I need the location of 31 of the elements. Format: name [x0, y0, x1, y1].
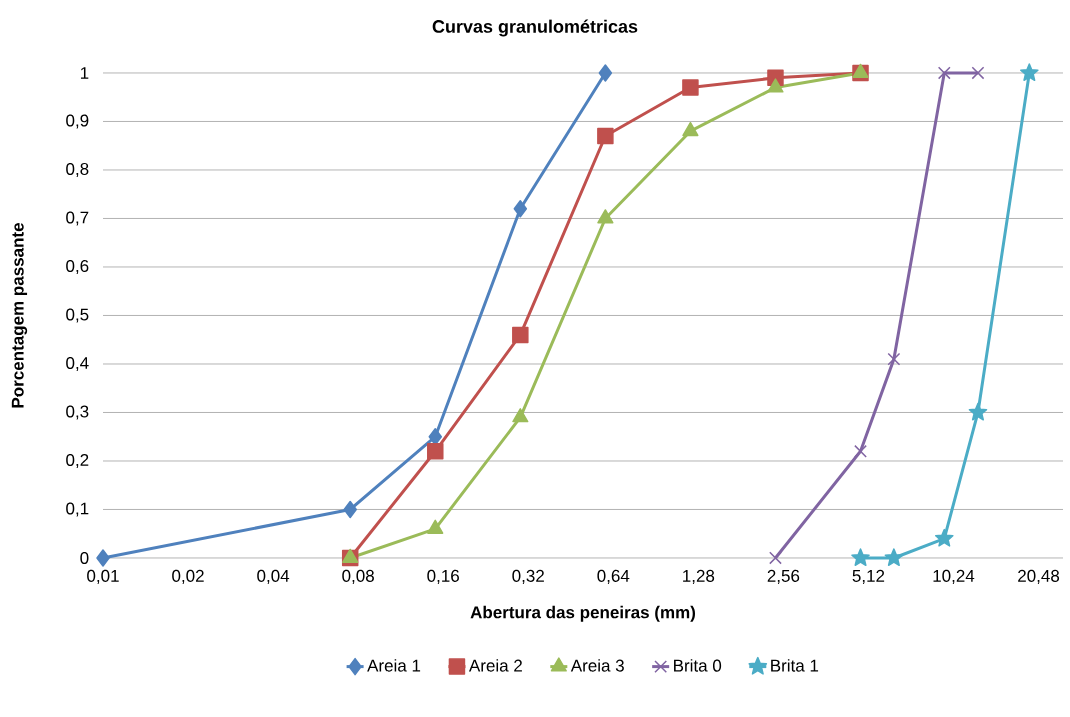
- y-tick-label: 0,7: [66, 211, 89, 226]
- x-tick-label: 5,12: [852, 569, 885, 584]
- chart-title: Curvas granulométricas: [432, 19, 638, 37]
- y-tick-label: 0,3: [66, 405, 89, 420]
- legend-label: Areia 2: [468, 659, 522, 672]
- y-tick-label: 0,2: [66, 453, 89, 468]
- y-tick-label: 0,1: [66, 502, 89, 517]
- x-tick-label: 0,32: [512, 569, 544, 584]
- x-axis-title: Abertura das peneiras (mm): [470, 605, 696, 622]
- x-tick-label: 0,02: [172, 569, 204, 584]
- x-tick-label: 2,56: [767, 569, 800, 584]
- legend-label: Brita 0: [674, 659, 722, 672]
- x-tick-label: 20,48: [1018, 569, 1060, 584]
- y-tick-label: 0,9: [66, 114, 89, 129]
- x-tick-label: 0,16: [427, 569, 459, 584]
- x-tick-label: 10,24: [933, 569, 975, 584]
- x-tick-label: 0,04: [257, 569, 290, 584]
- y-tick-label: 1: [80, 67, 89, 79]
- y-tick-label: 0,4: [66, 356, 89, 371]
- legend-label: Brita 1: [771, 659, 819, 672]
- legend-label: Areia 1: [367, 659, 421, 672]
- y-tick-label: 0,6: [66, 259, 89, 274]
- y-tick-label: 0: [80, 551, 89, 565]
- y-axis-title: Porcentagem passante: [11, 223, 28, 408]
- legend-label: Areia 3: [570, 659, 624, 672]
- x-tick-label: 0,08: [342, 569, 374, 584]
- y-tick-label: 0,8: [66, 162, 89, 177]
- y-tick-label: 0,5: [66, 308, 89, 323]
- x-tick-label: 1,28: [683, 569, 715, 584]
- x-tick-label: 0,01: [87, 569, 119, 584]
- x-tick-label: 0,64: [597, 569, 630, 584]
